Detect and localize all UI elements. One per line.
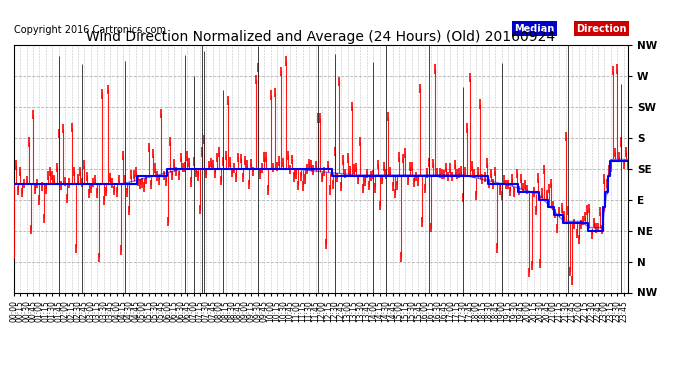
- Text: Direction: Direction: [576, 24, 627, 34]
- Text: Median: Median: [514, 24, 554, 34]
- Text: Copyright 2016 Cartronics.com: Copyright 2016 Cartronics.com: [14, 25, 166, 35]
- Title: Wind Direction Normalized and Average (24 Hours) (Old) 20160924: Wind Direction Normalized and Average (2…: [86, 30, 555, 44]
